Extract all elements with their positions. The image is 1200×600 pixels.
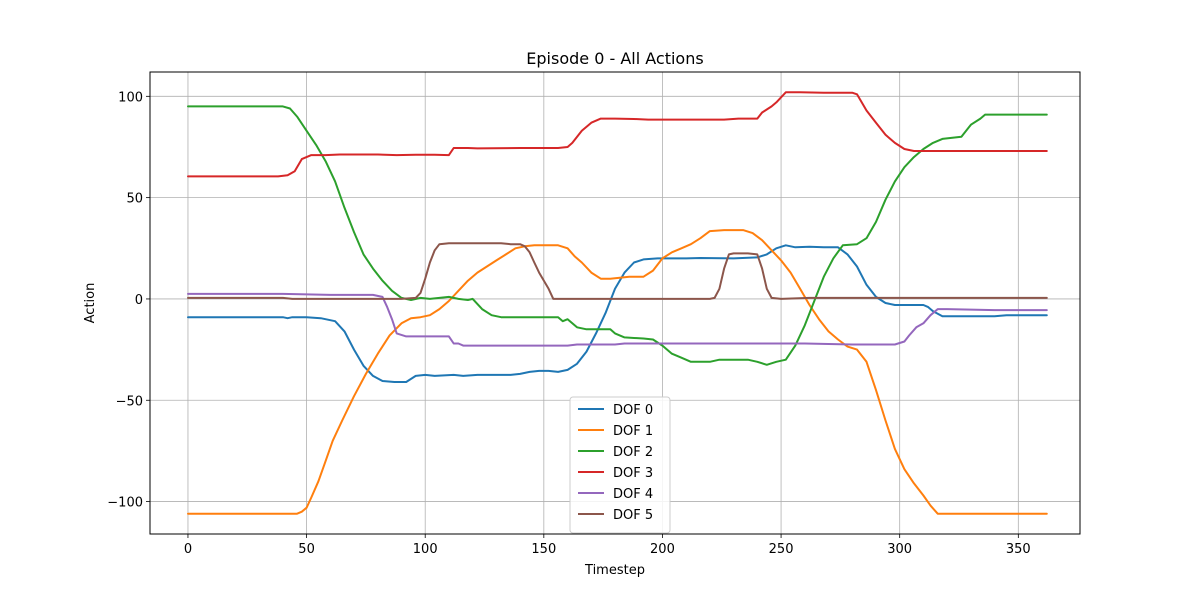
y-tick-label: 50	[126, 192, 143, 207]
series-line-dof-3	[187, 91, 1048, 178]
axis-ticks: 0 50 100 150 200 250 300 350 −100 −50 0 50 100	[107, 90, 1030, 557]
x-tick-label: 300	[887, 542, 912, 557]
legend: DOF 0 DOF 1 DOF 2 DOF 3 DOF 4 DOF 5	[569, 396, 671, 534]
x-tick-label: 50	[298, 542, 315, 557]
series-line-dof-1	[187, 229, 1048, 515]
legend-label: DOF 0	[613, 403, 653, 418]
x-axis-label: Timestep	[584, 563, 645, 578]
chart-title: Episode 0 - All Actions	[526, 49, 703, 68]
x-tick-label: 100	[413, 542, 438, 557]
legend-label: DOF 4	[613, 487, 653, 502]
series-line-dof-2	[187, 105, 1048, 366]
y-axis-label: Action	[83, 283, 98, 324]
x-tick-label: 150	[531, 542, 556, 557]
legend-label: DOF 3	[613, 466, 653, 481]
plot-frame	[149, 71, 1081, 535]
x-tick-label: 350	[1006, 542, 1031, 557]
series-line-dof-5	[187, 242, 1048, 300]
y-tick-label: 100	[118, 90, 143, 105]
series-line-dof-4	[187, 292, 1048, 347]
y-tick-label: 0	[135, 293, 143, 308]
x-tick-label: 200	[650, 542, 675, 557]
series-line-dof-0	[187, 244, 1048, 383]
x-tick-label: 0	[184, 542, 192, 557]
legend-label: DOF 5	[613, 508, 653, 523]
x-tick-label: 250	[769, 542, 794, 557]
legend-label: DOF 2	[613, 445, 653, 460]
y-tick-label: −100	[107, 496, 143, 511]
legend-label: DOF 1	[613, 424, 653, 439]
series-layer	[187, 91, 1048, 515]
y-tick-label: −50	[116, 394, 143, 409]
